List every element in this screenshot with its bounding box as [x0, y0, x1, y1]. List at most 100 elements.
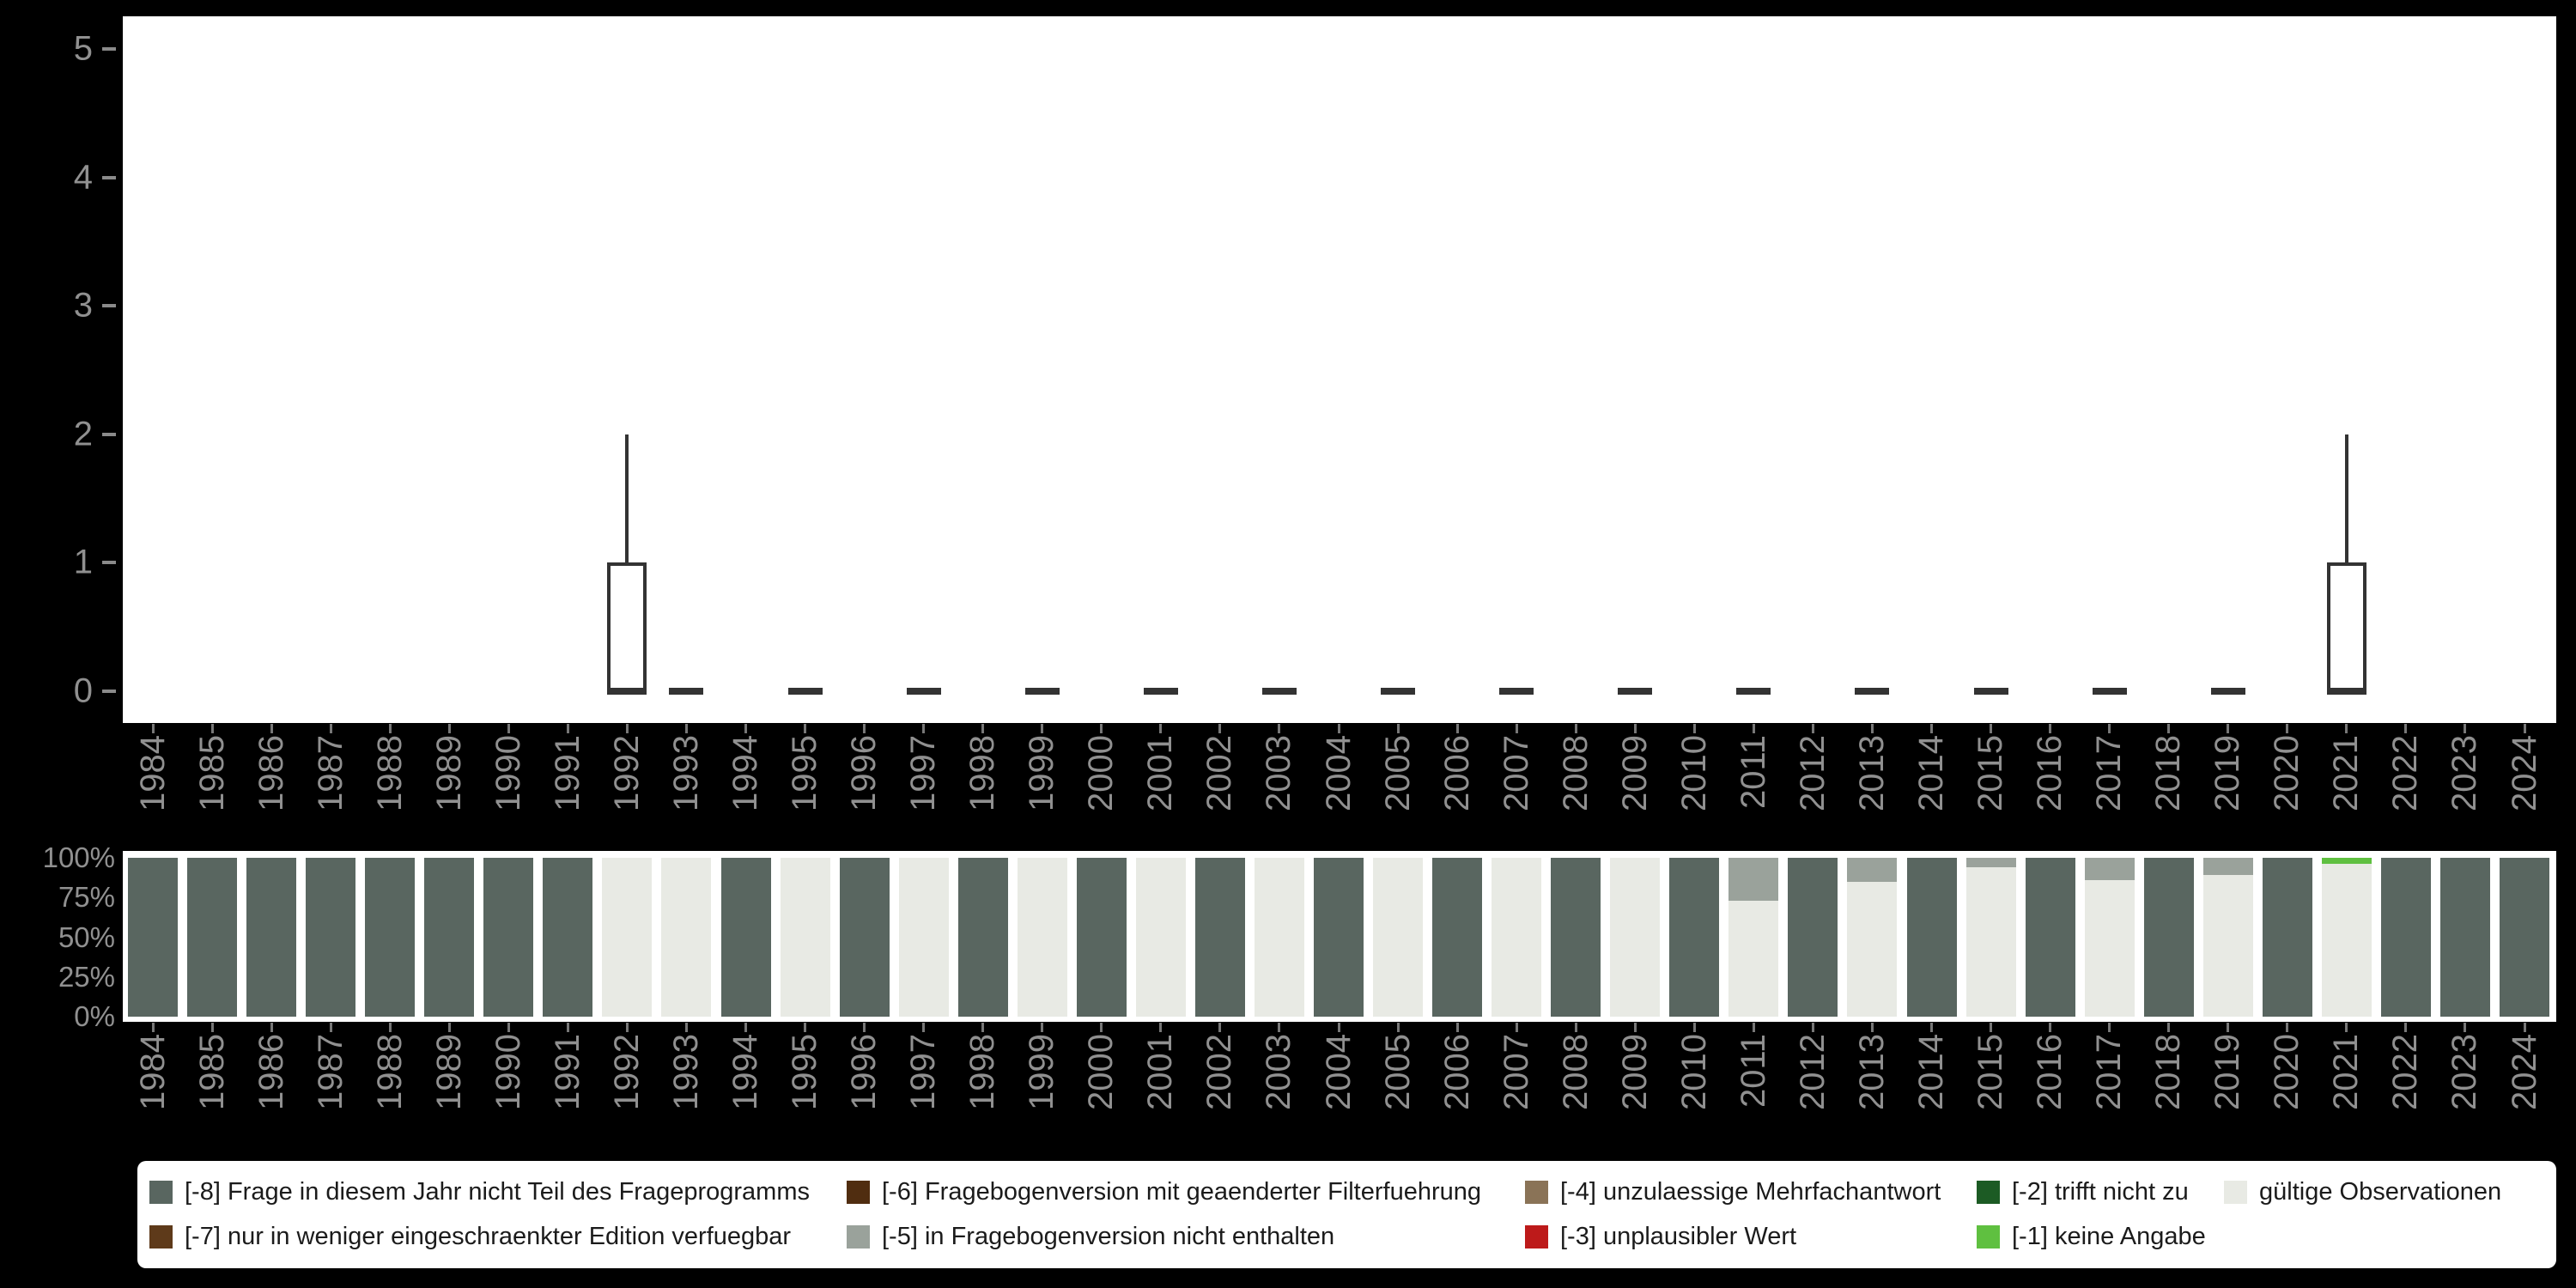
bar-segment-valid — [898, 858, 949, 1017]
x-axis-tick-mark — [1396, 1023, 1400, 1032]
x-axis-tick-mark — [744, 1023, 747, 1032]
x-axis-year-label: 2000 — [1082, 735, 1121, 840]
year-label-text: 2023 — [2445, 1034, 2484, 1110]
year-label-text: 1997 — [904, 1034, 943, 1110]
x-axis-year-label: 1987 — [312, 735, 349, 840]
year-label-text: 2014 — [1912, 735, 1950, 811]
x-axis-year-label: 2010 — [1675, 735, 1713, 840]
x-axis-tick-mark — [447, 1023, 451, 1032]
percent-tick-label: 0% — [74, 1000, 115, 1032]
year-label-text: 2022 — [2386, 1034, 2425, 1110]
legend-item-label: [-1] keine Angabe — [2012, 1223, 2206, 1251]
x-axis-year-label: 2006 — [1438, 735, 1476, 840]
legend-item--5: [-5] in Fragebogenversion nicht enthalte… — [847, 1223, 1525, 1251]
bar-segment--8 — [1669, 858, 1720, 1017]
year-label-text: 1992 — [607, 735, 646, 811]
year-label-text: 2019 — [2208, 735, 2247, 811]
legend-item--8: [-8] Frage in diesem Jahr nicht Teil des… — [149, 1178, 847, 1206]
x-axis-year-label: 1994 — [726, 1034, 765, 1139]
x-axis-tick-mark — [981, 724, 985, 733]
bar-segment--5 — [2202, 858, 2253, 876]
year-label-text: 2018 — [2149, 735, 2188, 811]
year-label-text: 2022 — [2386, 735, 2425, 811]
x-axis-year-label: 2018 — [2149, 735, 2188, 840]
x-axis-tick-mark — [981, 1023, 985, 1032]
bar-segment-valid — [2321, 864, 2372, 1017]
x-axis-tick-mark — [270, 724, 273, 733]
x-axis-year-label: 2023 — [2445, 1034, 2484, 1139]
bar-segment--8 — [1551, 858, 1601, 1017]
year-label-text: 1985 — [192, 1034, 231, 1110]
x-axis-year-label: 2014 — [1912, 735, 1951, 840]
x-axis-tick-mark — [447, 724, 451, 733]
x-axis-year-label: 2001 — [1141, 1034, 1180, 1139]
legend-item-label: [-5] in Fragebogenversion nicht enthalte… — [882, 1223, 1335, 1251]
y-axis-tick-label: 2 — [73, 415, 93, 453]
x-axis-year-label: 1998 — [963, 1034, 1002, 1139]
year-label-text: 2002 — [1200, 1034, 1239, 1110]
bar-segment--8 — [1788, 858, 1838, 1017]
x-axis-year-label: 1991 — [549, 735, 586, 840]
boxplot-median-line — [2326, 688, 2366, 695]
bar-segment--8 — [839, 858, 890, 1017]
year-label-text: 2006 — [1437, 735, 1476, 811]
y-axis-tick-mark — [102, 690, 116, 693]
boxplot-median-dash — [1143, 688, 1178, 695]
x-axis-year-label: 2024 — [2506, 735, 2543, 840]
x-axis-tick-mark — [566, 1023, 569, 1032]
x-axis-year-label: 2007 — [1498, 735, 1535, 840]
year-label-text: 2021 — [2327, 735, 2366, 811]
x-axis-year-label: 1992 — [608, 1034, 646, 1139]
x-axis-tick-mark — [1278, 724, 1281, 733]
x-axis-tick-mark — [2345, 1023, 2348, 1032]
x-axis-tick-mark — [1752, 1023, 1755, 1032]
year-label-text: 2024 — [2505, 735, 2543, 811]
x-axis-year-label: 2006 — [1438, 1034, 1476, 1139]
x-axis-year-label: 2011 — [1735, 1034, 1772, 1139]
x-axis-year-label: 2017 — [2090, 1034, 2129, 1139]
bar-segment--8 — [365, 858, 416, 1017]
x-axis-year-label: 1995 — [786, 1034, 824, 1139]
x-axis-tick-mark — [388, 724, 392, 733]
x-axis-tick-mark — [1870, 724, 1874, 733]
bar-segment--5 — [1728, 858, 1779, 901]
x-axis-year-label: 2016 — [2031, 1034, 2069, 1139]
x-axis-year-label: 2002 — [1200, 1034, 1239, 1139]
bar-segment-valid — [1847, 881, 1898, 1017]
x-axis-year-label: 2023 — [2445, 735, 2484, 840]
bar-segment-valid — [1610, 858, 1661, 1017]
year-label-text: 1997 — [904, 735, 943, 811]
x-axis-year-label: 2008 — [1557, 735, 1595, 840]
x-axis-tick-mark — [1574, 724, 1577, 733]
x-axis-tick-mark — [1930, 1023, 1933, 1032]
year-label-text: 2011 — [1734, 735, 1772, 810]
x-axis-tick-mark — [1633, 1023, 1637, 1032]
year-label-text: 2007 — [1497, 1034, 1535, 1110]
x-axis-tick-mark — [329, 1023, 332, 1032]
legend-item-label: [-2] trifft nicht zu — [2012, 1177, 2189, 1206]
legend-swatch--1 — [1977, 1225, 2000, 1249]
x-axis-year-label: 2016 — [2031, 735, 2069, 840]
year-label-text: 2006 — [1437, 1034, 1476, 1110]
x-axis-tick-mark — [2464, 724, 2467, 733]
bar-segment-valid — [1965, 867, 2016, 1017]
x-axis-year-label: 2007 — [1498, 1034, 1535, 1139]
y-axis-tick-label: 1 — [73, 543, 93, 581]
x-axis-year-label: 1991 — [549, 1034, 586, 1139]
x-axis-year-label: 1997 — [904, 1034, 943, 1139]
x-axis-year-label: 1994 — [726, 735, 765, 840]
x-axis-year-label: 2019 — [2208, 1034, 2247, 1139]
x-axis-year-label: 1996 — [845, 735, 884, 840]
x-axis-year-label: 1987 — [312, 1034, 349, 1139]
legend-swatch--8 — [149, 1180, 173, 1204]
year-label-text: 1991 — [548, 1034, 586, 1110]
x-axis-tick-mark — [1811, 1023, 1814, 1032]
x-axis-tick-mark — [1337, 1023, 1340, 1032]
y-axis-tick-label: 3 — [73, 286, 93, 325]
year-label-text: 2020 — [2268, 1034, 2306, 1110]
x-axis-year-label: 1993 — [667, 1034, 705, 1139]
legend-item--2: [-2] trifft nicht zu — [1977, 1178, 2224, 1206]
x-axis-tick-mark — [1218, 724, 1222, 733]
percent-tick-label: 100% — [42, 841, 115, 873]
x-axis-year-label: 2017 — [2090, 735, 2129, 840]
